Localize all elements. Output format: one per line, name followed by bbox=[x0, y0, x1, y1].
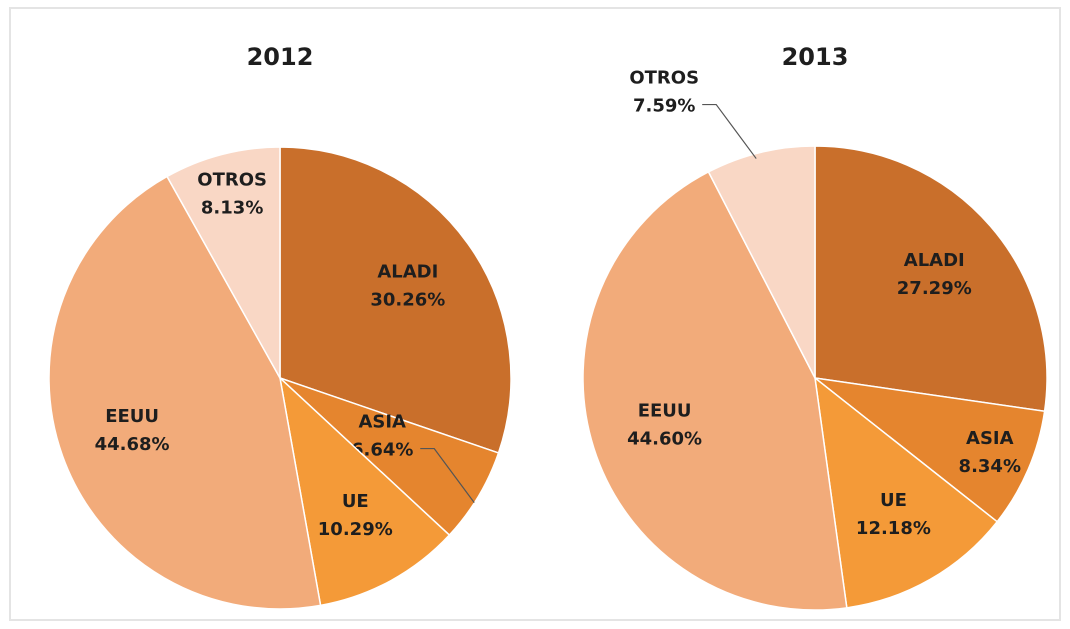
slice-label: 30.26% bbox=[370, 290, 445, 311]
slice-label: 8.13% bbox=[201, 198, 263, 219]
slice-label: 7.59% bbox=[633, 96, 695, 117]
slice-category: UE bbox=[342, 491, 369, 512]
slice-label: 44.60% bbox=[627, 429, 702, 450]
pie-slice bbox=[582, 170, 848, 611]
slice-category: ASIA bbox=[966, 428, 1014, 449]
slice-category: OTROS bbox=[197, 170, 267, 191]
pie-slice bbox=[814, 145, 1048, 413]
slice-category: OTROS bbox=[629, 68, 699, 89]
slice-category: EEUU bbox=[638, 401, 692, 422]
slice-category: UE bbox=[880, 490, 907, 511]
pie-slice bbox=[814, 376, 999, 609]
leader-line bbox=[702, 103, 757, 159]
chart-title: 2013 bbox=[782, 43, 849, 71]
pie-slice bbox=[812, 376, 1046, 523]
pie-slice bbox=[166, 146, 281, 381]
slice-label: 12.18% bbox=[856, 518, 931, 539]
slice-label: 10.29% bbox=[318, 519, 393, 540]
slice-label: 8.34% bbox=[959, 456, 1021, 477]
pie-slice bbox=[48, 175, 322, 610]
slice-category: ALADI bbox=[377, 262, 438, 283]
slice-label: 27.29% bbox=[897, 278, 972, 299]
leader-line bbox=[420, 447, 475, 503]
slice-category: ASIA bbox=[358, 412, 406, 433]
slice-label: 44.68% bbox=[95, 434, 170, 455]
slice-label: 6.64% bbox=[351, 440, 413, 461]
slice-category: ALADI bbox=[904, 250, 965, 271]
pie-slice bbox=[278, 375, 451, 607]
chart-title: 2012 bbox=[247, 43, 314, 71]
pie-slice bbox=[707, 145, 816, 379]
slice-category: EEUU bbox=[105, 406, 159, 427]
pie-slice bbox=[279, 146, 512, 454]
